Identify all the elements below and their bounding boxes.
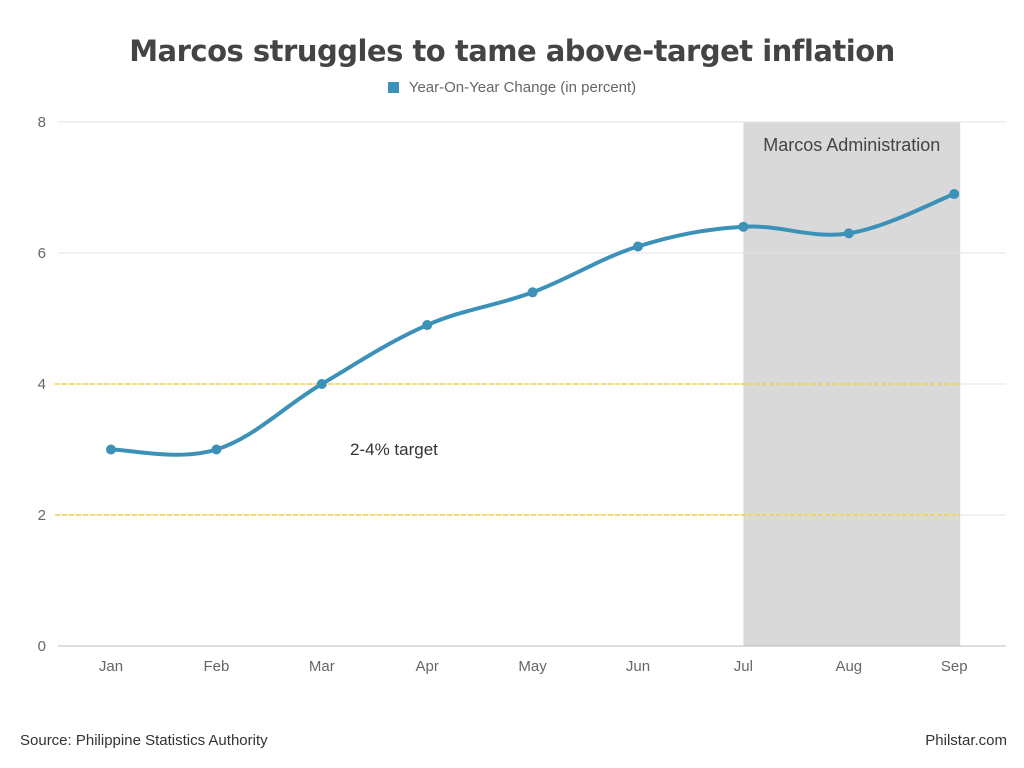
x-tick-label: May xyxy=(518,658,547,675)
x-tick-label: Feb xyxy=(203,658,229,675)
y-tick-label: 0 xyxy=(38,638,46,655)
y-tick-label: 8 xyxy=(38,114,46,131)
x-tick-label: Jul xyxy=(734,658,753,675)
data-point xyxy=(106,444,116,455)
data-point xyxy=(211,444,222,455)
x-tick-label: Apr xyxy=(416,658,439,675)
publisher-credit: Philstar.com xyxy=(925,732,1007,749)
x-tick-label: Sep xyxy=(941,658,968,675)
y-tick-label: 2 xyxy=(38,507,46,524)
y-tick-label: 6 xyxy=(38,245,46,262)
data-point xyxy=(527,287,538,298)
data-point xyxy=(422,320,433,331)
x-tick-label: Jan xyxy=(99,658,123,675)
shaded-region-label: Marcos Administration xyxy=(763,135,940,155)
x-tick-label: Mar xyxy=(309,658,335,675)
x-tick-label: Jun xyxy=(626,658,650,675)
legend: Year-On-Year Change (in percent) xyxy=(0,79,1024,96)
data-point xyxy=(949,189,960,200)
chart-title: Marcos struggles to tame above-target in… xyxy=(129,34,895,68)
data-point xyxy=(316,379,327,389)
target-band-label: 2-4% target xyxy=(350,440,438,459)
data-point xyxy=(633,241,643,252)
data-point xyxy=(843,228,854,239)
legend-swatch xyxy=(387,82,399,93)
y-tick-label: 4 xyxy=(38,376,46,393)
source-note: Source: Philippine Statistics Authority xyxy=(20,732,268,749)
data-point xyxy=(738,221,749,232)
legend-label: Year-On-Year Change (in percent) xyxy=(408,79,637,96)
x-tick-label: Aug xyxy=(835,658,862,675)
